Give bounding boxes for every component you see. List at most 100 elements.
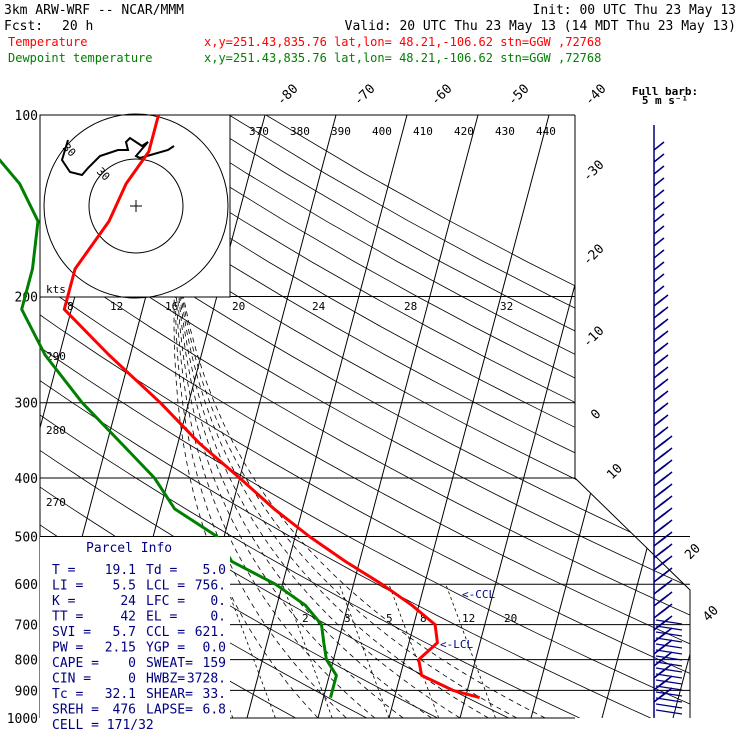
top-temp-label: -80: [274, 82, 301, 109]
hodograph-trace: [60, 136, 175, 177]
parcel-label: SHEAR=: [146, 687, 193, 702]
parcel-value: 476: [113, 703, 136, 718]
parcel-value: 0: [128, 656, 136, 671]
parcel-value: 756.: [195, 579, 226, 594]
wind-barb: [657, 294, 669, 304]
parcel-cell: CELL = 171/32: [52, 718, 154, 733]
wind-barb: [657, 342, 669, 352]
valid-time: Valid: 20 UTC Thu 23 May 13 (14 MDT Thu …: [345, 19, 736, 34]
wind-barb: [657, 390, 669, 400]
dry-adiabat: [118, 115, 690, 718]
wind-barb: [657, 354, 669, 364]
parcel-value: 621.: [195, 625, 226, 640]
ccl-label: <-CCL: [462, 588, 495, 601]
dry-adiabat: [40, 115, 690, 718]
wind-barb: [661, 435, 673, 445]
hodograph-speed-label: 32: [500, 300, 513, 313]
wind-barb-low: [655, 673, 683, 679]
dewpoint-legend: Dewpoint temperature: [8, 51, 153, 65]
wind-barb: [661, 603, 673, 613]
pressure-tick-label: 500: [15, 530, 38, 545]
dry-adiabat-label: 270: [46, 496, 66, 509]
wind-barb: [661, 543, 673, 553]
moist-adiabat: [177, 296, 404, 718]
right-temp-label: -20: [580, 242, 607, 269]
dry-adiabat: [81, 115, 690, 718]
top-temp-label: -40: [582, 82, 609, 109]
parcel-info-panel: Parcel Info T = 19.1 Td = 5.0 LI = 5.5 LCL = 75…: [40, 537, 230, 733]
dry-adiabat: [40, 115, 690, 718]
parcel-value: 0: [128, 672, 136, 687]
wind-barb: [657, 306, 669, 316]
wind-barb: [661, 459, 673, 469]
parcel-label: T =: [52, 563, 76, 578]
wind-barb: [661, 579, 673, 589]
wind-barb: [661, 507, 673, 517]
right-temp-label: 10: [604, 461, 626, 483]
dry-adiabat: [40, 115, 580, 718]
parcel-value: 5.7: [113, 625, 136, 640]
hodograph-ring-inner: [88, 158, 184, 254]
right-temp-label: 0: [588, 407, 604, 423]
wind-barb: [657, 366, 669, 376]
parcel-label: CIN =: [52, 672, 91, 687]
parcel-value: 6.8: [203, 703, 226, 718]
hodograph-speed-label: 28: [404, 300, 417, 313]
dry-adiabat: [40, 115, 651, 718]
temperature-station-info: x,y=251.43,835.76 lat,lon= 48.21,-106.62…: [204, 35, 601, 49]
wind-barb: [657, 378, 669, 388]
theta-e-label: 420: [454, 125, 474, 138]
wind-barb: [657, 330, 669, 340]
moist-adiabat: [180, 296, 489, 718]
hodograph-speed-label: 16: [165, 300, 178, 313]
wind-barb-low: [655, 709, 683, 715]
parcel-value: 3728.: [187, 672, 226, 687]
mixing-ratio-label: 2: [302, 612, 309, 625]
parcel-label: Td =: [146, 563, 177, 578]
theta-e-label: 390: [331, 125, 351, 138]
lcl-label: <-LCL: [440, 638, 473, 651]
isotherm-line: [601, 115, 690, 718]
wind-barb-low: [655, 649, 683, 655]
wind-barbs: [653, 125, 683, 718]
right-temp-label: 20: [682, 541, 704, 563]
parcel-value: 42: [120, 610, 136, 625]
header: 3km ARW-WRF -- NCAR/MMM Init: 00 UTC Thu…: [4, 3, 736, 107]
top-temp-label: -70: [351, 82, 378, 109]
parcel-value: 24: [120, 594, 136, 609]
dry-adiabat: [40, 115, 690, 718]
right-temp-label: -30: [580, 158, 607, 185]
theta-e-label: 440: [536, 125, 556, 138]
parcel-value: 0.: [210, 610, 226, 625]
isotherm-line: [672, 115, 690, 718]
parcel-value: 5.0: [203, 563, 226, 578]
mixing-ratio-label: 20: [504, 612, 517, 625]
wind-barb: [661, 471, 673, 481]
wind-barb-low: [655, 655, 683, 661]
hodograph-speed-label: 24: [312, 300, 326, 313]
parcel-label: CCL =: [146, 625, 185, 640]
wind-barb-low: [655, 643, 683, 649]
wind-barb: [661, 663, 673, 673]
top-temp-label: -50: [505, 82, 532, 109]
wind-barb: [661, 675, 673, 685]
parcel-label: K =: [52, 594, 76, 609]
theta-e-label: 380: [290, 125, 310, 138]
hodograph-speed-label: 12: [110, 300, 123, 313]
wind-barb: [661, 531, 673, 541]
wind-barb: [653, 273, 665, 283]
dry-adiabat: [40, 115, 690, 718]
pressure-tick-label: 900: [15, 684, 38, 699]
right-temp-label: -10: [580, 324, 607, 351]
dry-adiabat-label: 280: [46, 424, 66, 437]
forecast-hour: 20 h: [62, 19, 93, 34]
parcel-label: LFC =: [146, 594, 185, 609]
temperature-profile: [62, 114, 480, 700]
dry-adiabat-label: 290: [46, 350, 66, 363]
wind-barb: [661, 567, 673, 577]
wind-barb: [653, 153, 665, 163]
parcel-label: LCL =: [146, 579, 185, 594]
parcel-label: SREH =: [52, 703, 99, 718]
parcel-value: 0.0: [203, 641, 226, 656]
wind-barb: [653, 177, 665, 187]
